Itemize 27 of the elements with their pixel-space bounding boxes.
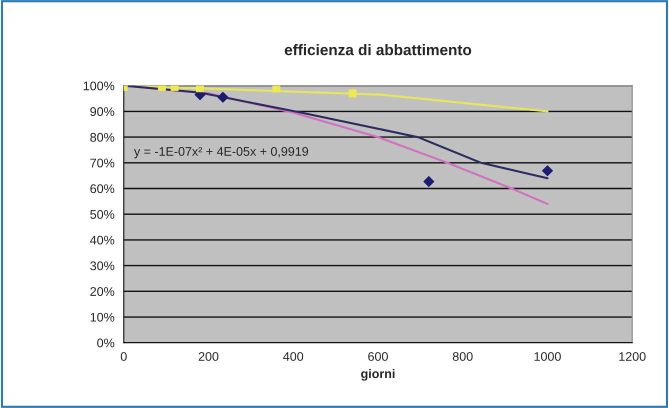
- y-tick-label: 50%: [90, 210, 114, 219]
- point: [217, 92, 228, 103]
- point: [423, 176, 434, 188]
- y-tick-label: 80%: [90, 132, 114, 142]
- point: [542, 165, 553, 176]
- x-tick-label: 0: [120, 352, 127, 361]
- point: [196, 86, 204, 92]
- x-tick-label: 800: [452, 352, 473, 361]
- point: [272, 86, 280, 92]
- x-tick-label: 600: [368, 352, 388, 361]
- point: [348, 89, 357, 98]
- y-tick-label: 0%: [97, 338, 114, 348]
- x-tick-label: 200: [198, 352, 218, 361]
- y-tick-label: 10%: [90, 312, 114, 322]
- y-tick-label: 100%: [84, 81, 114, 90]
- y-tick-label: 60%: [90, 184, 114, 194]
- x-axis-title: giorni: [361, 368, 394, 381]
- y-tick-label: 70%: [90, 158, 114, 168]
- y-tick-label: 30%: [90, 261, 114, 270]
- y-tick-label: 20%: [90, 287, 114, 296]
- chart-title: efficienza di abbattimento: [284, 44, 472, 56]
- x-tick-label: 1200: [619, 352, 646, 361]
- x-tick-label: 400: [283, 352, 304, 361]
- x-tick-label: 1000: [534, 352, 561, 361]
- annotation: y = -1E-07x² + 4E-05x + 0,9919: [134, 147, 308, 158]
- y-tick-label: 40%: [90, 236, 114, 245]
- y-tick-label: 90%: [90, 107, 114, 116]
